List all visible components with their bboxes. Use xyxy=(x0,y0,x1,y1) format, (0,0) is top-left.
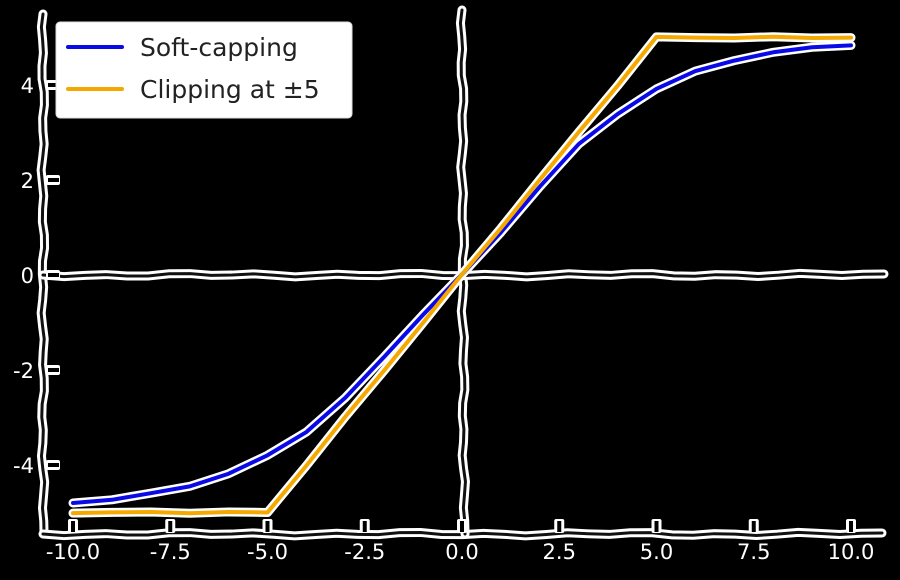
y-tick-label: 4 xyxy=(21,74,34,98)
x-tick-label: -2.5 xyxy=(344,540,385,564)
x-tick-label: -10.0 xyxy=(46,540,100,564)
y-tick-mark-core xyxy=(48,83,59,87)
y-tick-mark-core xyxy=(48,178,59,182)
legend-label-soft-capping: Soft-capping xyxy=(140,33,298,62)
x-tick-mark-core xyxy=(557,521,562,532)
x-tick-label: 7.5 xyxy=(737,540,770,564)
x-tick-mark-core xyxy=(751,521,756,532)
legend-box xyxy=(55,21,353,119)
plot-lines xyxy=(68,32,856,518)
y-tick-mark-core xyxy=(48,463,59,467)
x-tick-mark-core xyxy=(362,521,367,532)
legend: Soft-capping Clipping at ±5 xyxy=(55,21,353,119)
x-tick-label: -5.0 xyxy=(247,540,288,564)
x-tick-label: -7.5 xyxy=(150,540,191,564)
y-tick-label: -4 xyxy=(13,454,34,478)
y-tick-label: -2 xyxy=(13,359,34,383)
y-tick-mark-core xyxy=(48,273,59,277)
legend-label-clipping: Clipping at ±5 xyxy=(140,75,320,104)
y-tick-label: 0 xyxy=(21,264,34,288)
x-tick-label: 5.0 xyxy=(640,540,673,564)
y-tick-label: 2 xyxy=(21,169,34,193)
x-tick-label: 10.0 xyxy=(828,540,875,564)
y-tick-mark-core xyxy=(48,368,59,372)
series-line-clipping-at-5 xyxy=(71,34,853,516)
x-tick-mark-core xyxy=(460,521,464,532)
tick-labels: -10.0 -7.5 -5.0 -2.5 0.0 2.5 5.0 7.5 10.0 -4 -2 0 2 4 xyxy=(13,74,874,564)
x-tick-label: 2.5 xyxy=(543,540,576,564)
x-tick-mark-core xyxy=(265,521,270,532)
x-tick-mark-core xyxy=(654,521,659,532)
x-tick-mark-core xyxy=(71,521,75,532)
x-tick-mark-core xyxy=(168,521,173,532)
x-tick-mark-core xyxy=(849,521,853,532)
x-tick-label: 0.0 xyxy=(445,540,478,564)
